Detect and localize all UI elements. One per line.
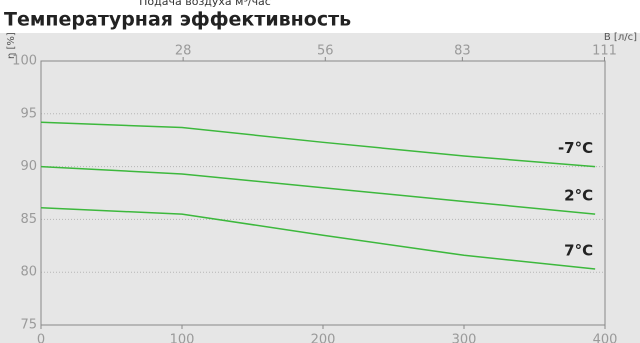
y-tick-label: 75 (20, 318, 37, 333)
series-label: -7°C (558, 139, 593, 157)
data-line (40, 121, 596, 168)
series-label: 7°C (564, 242, 593, 260)
y-tick-label: 85 (20, 212, 37, 227)
y-tick-label: 90 (20, 159, 37, 174)
y-tick-label: 100 (12, 54, 37, 69)
data-line (40, 165, 596, 215)
y-tick-label: 80 (20, 265, 37, 280)
chart-title: Температурная эффективность (4, 9, 351, 31)
x2-axis-label: В [л/с] (604, 32, 637, 43)
x-tick-label: 300 (452, 333, 477, 343)
x2-tick-label: 28 (175, 44, 192, 59)
x-tick-label: 200 (311, 333, 336, 343)
x-tick-label: 400 (593, 333, 618, 343)
x2-tick-label: 83 (454, 44, 471, 59)
plot-frame (40, 60, 606, 326)
data-line (40, 207, 596, 270)
series-label: 2°C (564, 187, 593, 205)
chart-supertitle: Подача воздуха м³/час (139, 0, 271, 8)
y-tick-label: 95 (20, 106, 37, 121)
x2-tick-label: 111 (592, 44, 617, 59)
x-tick-label: 0 (37, 333, 45, 343)
y-axis-label: η [%] (6, 32, 17, 59)
x-tick-label: 100 (170, 333, 195, 343)
x2-tick-label: 56 (317, 44, 334, 59)
